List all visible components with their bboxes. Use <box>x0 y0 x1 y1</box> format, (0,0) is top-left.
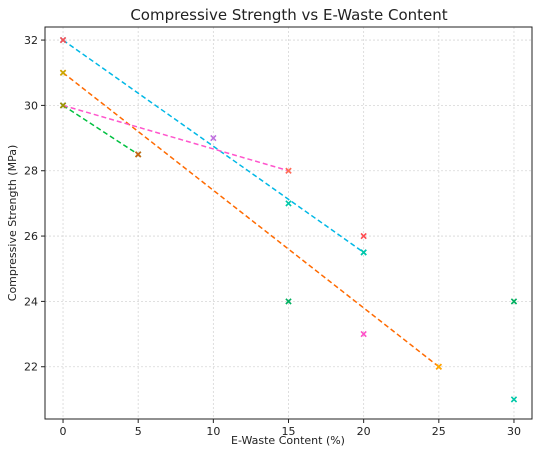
data-point-marker <box>510 396 518 403</box>
x-tick-label: 0 <box>60 425 67 438</box>
x-tick-label: 30 <box>507 425 521 438</box>
y-tick-label: 28 <box>24 165 38 178</box>
data-point-marker <box>59 102 67 109</box>
tick-layer: 0 5 10 15 20 25 30 22 24 26 28 30 32 <box>24 34 521 438</box>
x-tick-label: 15 <box>282 425 296 438</box>
y-tick-label: 30 <box>24 99 38 112</box>
x-axis-label: E-Waste Content (%) <box>231 434 345 447</box>
x-tick-label: 20 <box>357 425 371 438</box>
data-point-marker <box>360 232 367 240</box>
y-tick-label: 32 <box>24 34 38 47</box>
data-point-marker <box>135 151 142 158</box>
data-point-marker <box>435 363 442 370</box>
data-point-marker <box>360 330 367 338</box>
data-point-marker <box>210 134 217 142</box>
x-tick-label: 5 <box>135 425 142 438</box>
x-tick-label: 10 <box>206 425 220 438</box>
trend-line <box>62 104 289 172</box>
y-axis-label: Compressive Strength (MPa) <box>6 145 19 301</box>
data-point-marker <box>59 36 67 44</box>
y-tick-label: 24 <box>24 295 38 308</box>
data-point-marker <box>360 249 367 256</box>
chart-title: Compressive Strength vs E-Waste Content <box>130 6 447 24</box>
series-layer <box>59 36 518 403</box>
data-point-marker <box>510 298 518 305</box>
x-tick-label: 25 <box>432 425 446 438</box>
y-tick-label: 22 <box>24 361 38 374</box>
trend-line <box>62 72 440 368</box>
grid-layer <box>45 27 532 419</box>
trend-line <box>62 104 139 156</box>
data-point-marker <box>285 167 292 174</box>
data-point-marker <box>59 69 67 76</box>
data-point-marker <box>285 298 292 305</box>
trend-line <box>62 39 365 254</box>
data-point-marker <box>285 200 292 207</box>
y-tick-label: 26 <box>24 230 38 243</box>
